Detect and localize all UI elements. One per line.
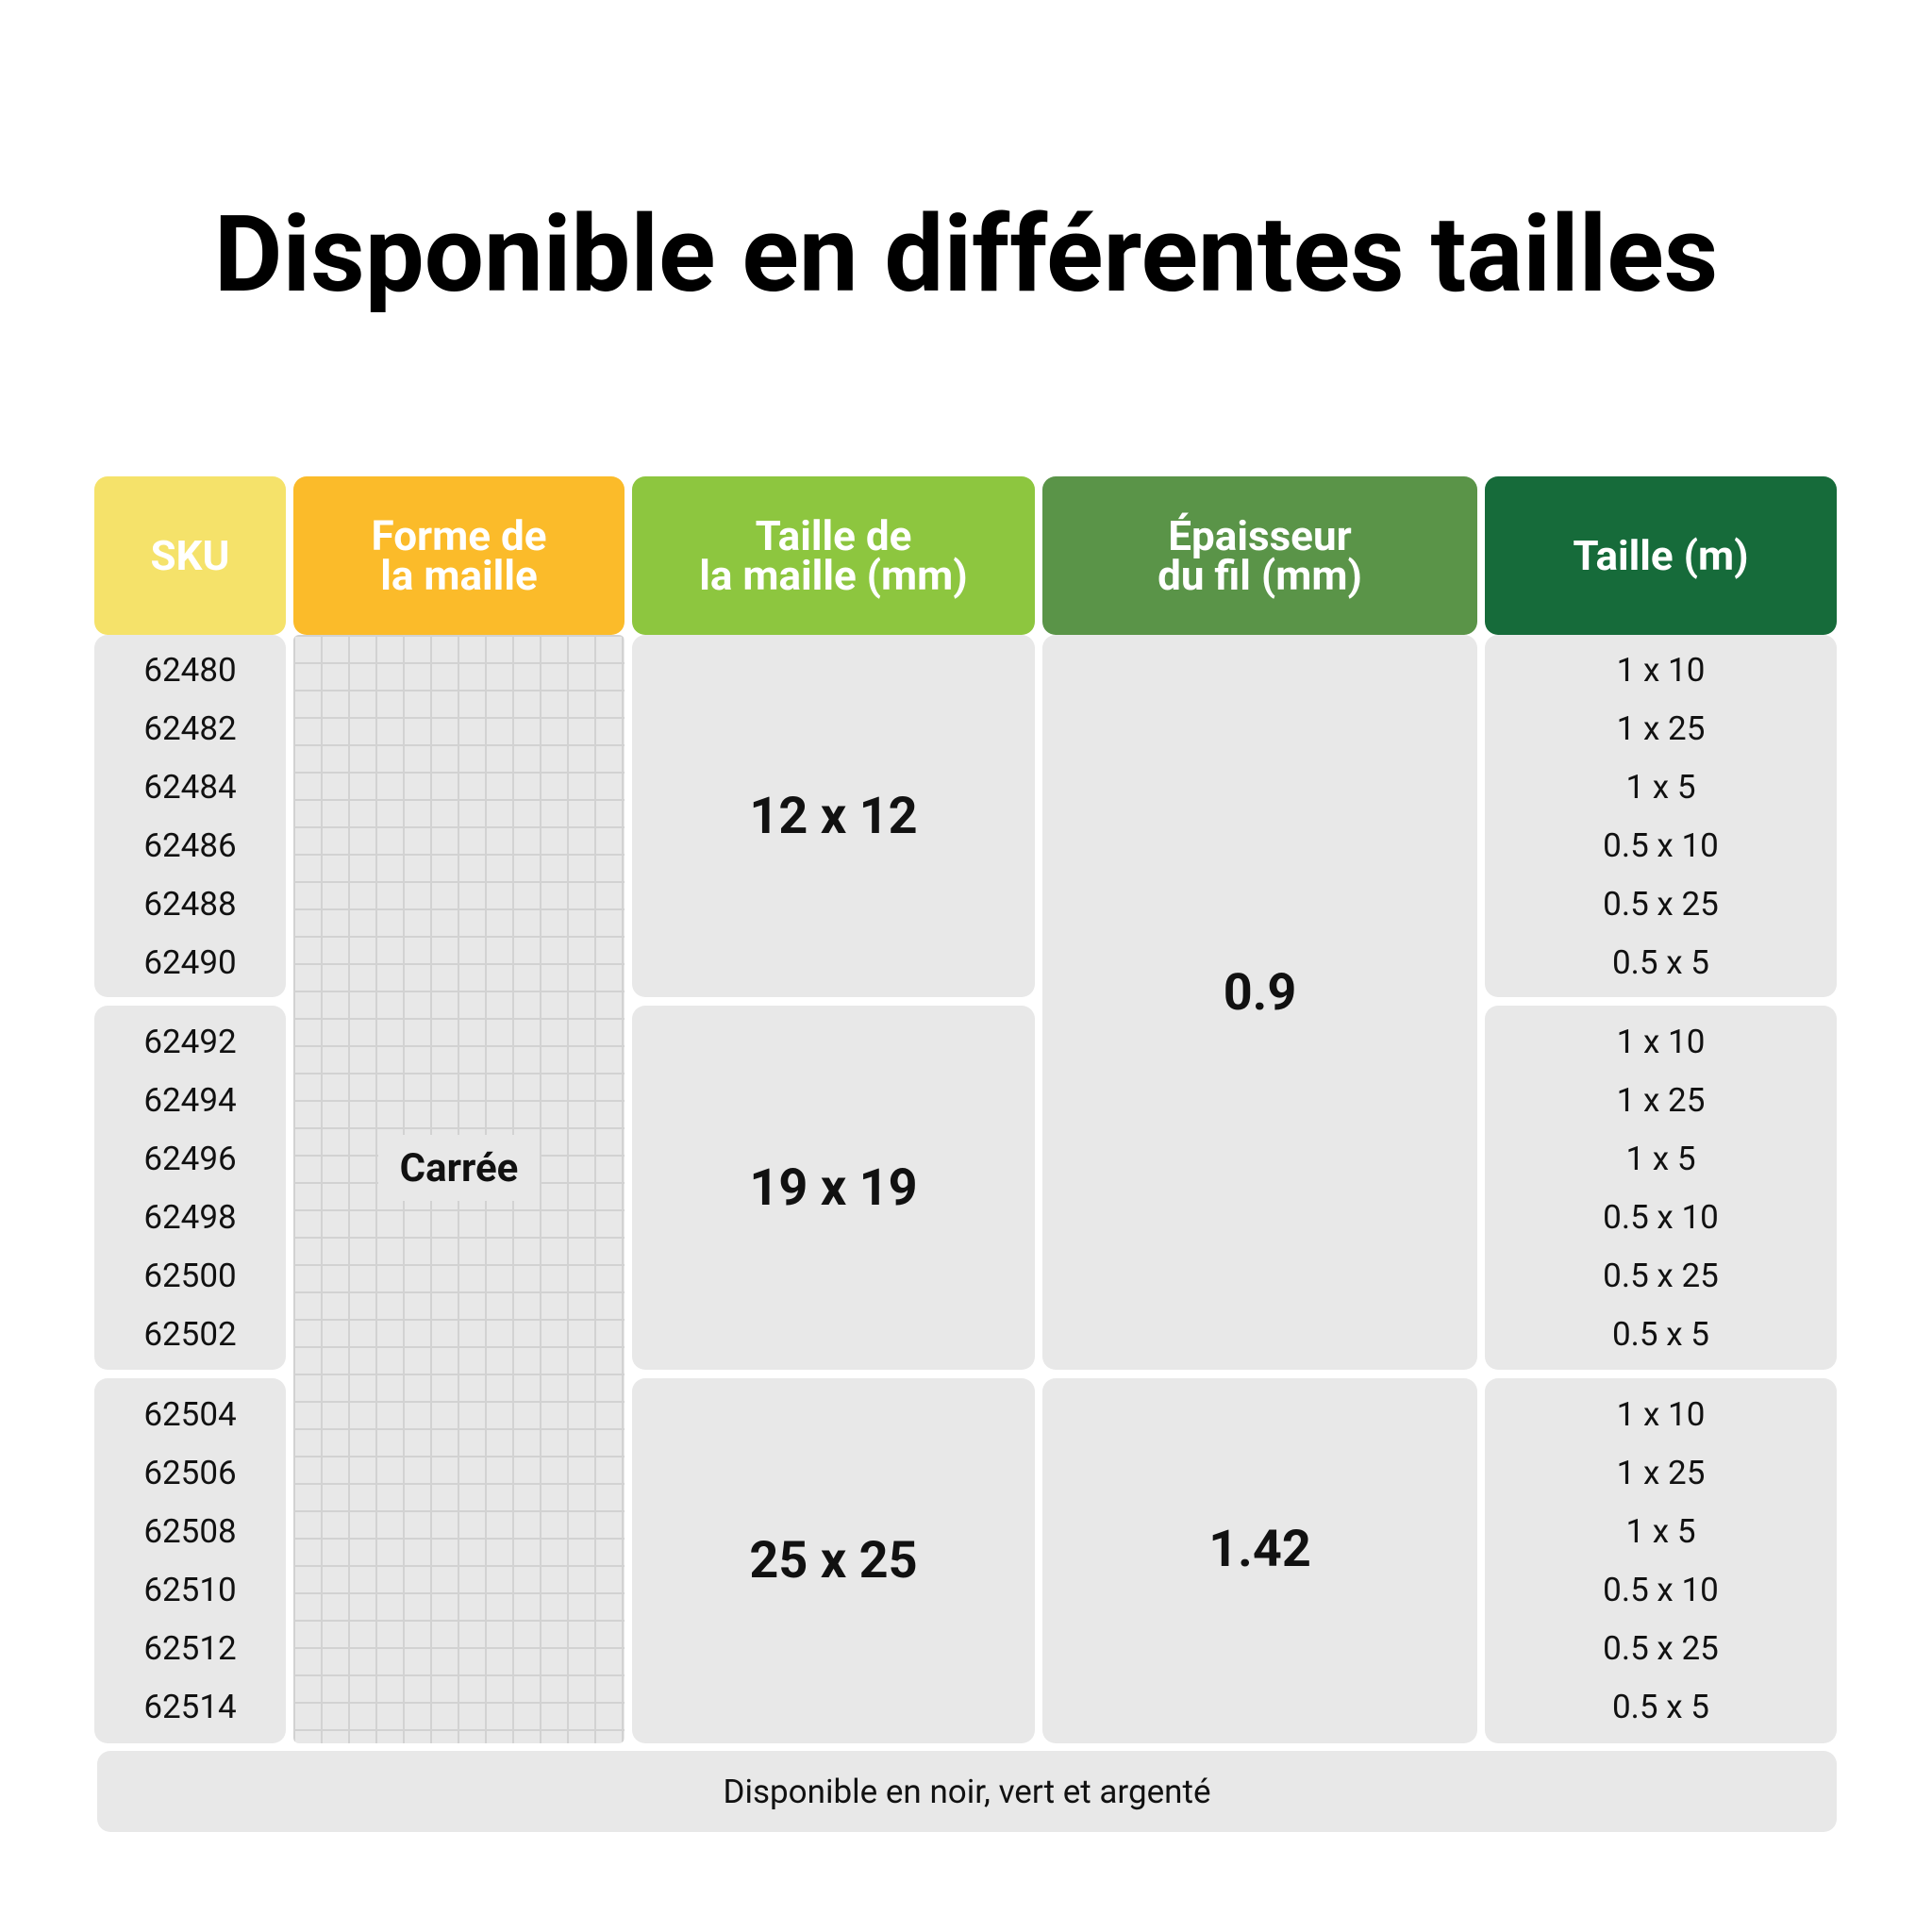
sku: 62514: [143, 1688, 237, 1726]
sku-group: [94, 635, 286, 997]
size: 1 x 25: [1616, 708, 1706, 748]
size: 0.5 x 10: [1603, 1571, 1719, 1609]
size: 0.5 x 25: [1603, 1256, 1719, 1295]
size: 1 x 25: [1616, 1454, 1706, 1492]
sku: 62490: [143, 942, 237, 982]
sizes-group: [1485, 635, 1837, 997]
sku: 62494: [143, 1080, 237, 1120]
size: 0.5 x 5: [1612, 1314, 1709, 1354]
mesh-size: 25 x 25: [749, 1531, 918, 1591]
thickness: 0.9: [1223, 963, 1297, 1023]
sizes-group: [1485, 1378, 1837, 1743]
column-header: Taille (m): [1485, 476, 1837, 635]
thickness-cell: [1042, 635, 1477, 1370]
sizes-group: [1485, 1006, 1837, 1370]
thickness: 1.42: [1208, 1519, 1311, 1579]
size: 0.5 x 25: [1603, 1629, 1719, 1668]
sku: 62488: [143, 884, 237, 924]
column-header: SKU: [94, 476, 286, 635]
sku: 62480: [143, 650, 237, 690]
size: 1 x 5: [1625, 767, 1696, 807]
sku: 62482: [143, 708, 237, 748]
column-header: Forme de la maille: [293, 476, 625, 635]
sku: 62500: [143, 1256, 237, 1295]
size: 0.5 x 5: [1612, 1688, 1709, 1726]
footer-note: Disponible en noir, vert et argenté: [97, 1751, 1837, 1832]
size: 1 x 5: [1625, 1512, 1696, 1551]
sku-group: [94, 1378, 286, 1743]
sku: 62492: [143, 1022, 237, 1061]
size: 0.5 x 5: [1612, 942, 1709, 982]
sku: 62512: [143, 1629, 237, 1668]
mesh-size-cell: [632, 635, 1035, 997]
column-header: Épaisseur du fil (mm): [1042, 476, 1477, 635]
size: 1 x 10: [1616, 650, 1706, 690]
thickness-cell: [1042, 1378, 1477, 1743]
sku: 62498: [143, 1197, 237, 1237]
sku: 62502: [143, 1314, 237, 1354]
size: 1 x 10: [1616, 1022, 1706, 1061]
size: 1 x 10: [1616, 1395, 1706, 1434]
sku-group: [94, 1006, 286, 1370]
mesh-size-cell: [632, 1378, 1035, 1743]
sku: 62506: [143, 1454, 237, 1492]
column-header: Taille de la maille (mm): [632, 476, 1035, 635]
sku: 62504: [143, 1395, 237, 1434]
mesh-size: 19 x 19: [749, 1158, 918, 1218]
size: 0.5 x 25: [1603, 884, 1719, 924]
size: 1 x 5: [1625, 1139, 1696, 1178]
sku: 62508: [143, 1512, 237, 1551]
size: 0.5 x 10: [1603, 1197, 1719, 1237]
mesh-size-cell: [632, 1006, 1035, 1370]
sku: 62496: [143, 1139, 237, 1178]
mesh-size: 12 x 12: [749, 786, 918, 846]
size: 0.5 x 10: [1603, 825, 1719, 865]
title: Disponible en différentes tailles: [213, 192, 1719, 317]
shape-label: Carrée: [378, 1135, 540, 1201]
sku: 62484: [143, 767, 237, 807]
size: 1 x 25: [1616, 1080, 1706, 1120]
sku: 62486: [143, 825, 237, 865]
sku: 62510: [143, 1571, 237, 1609]
